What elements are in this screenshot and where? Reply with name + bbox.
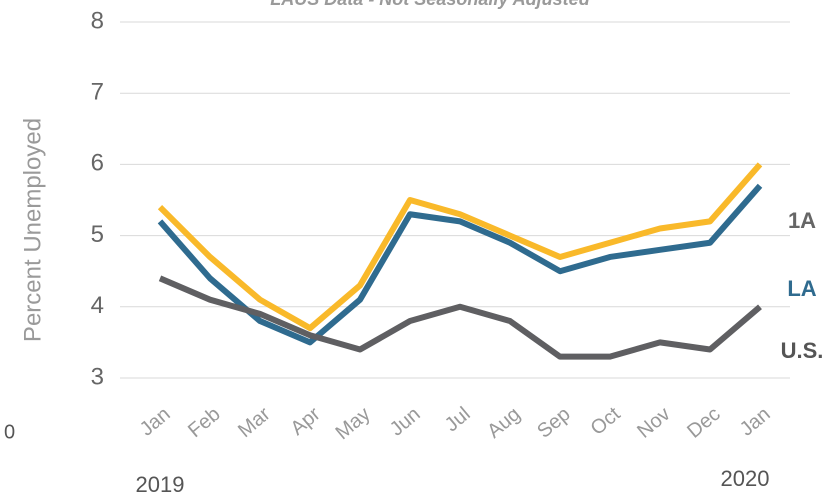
year-label: 2019: [136, 472, 185, 497]
year-label: 2020: [721, 466, 770, 491]
x-tick-label: Jun: [386, 403, 425, 441]
series-label: 1A: [788, 208, 816, 233]
y-tick-label: 7: [91, 79, 104, 106]
y-tick-label: 8: [91, 7, 104, 34]
x-tick-label: Nov: [633, 403, 674, 443]
x-tick-label: Mar: [234, 403, 275, 442]
y-tick-label: 4: [91, 292, 104, 319]
series-line: [157, 162, 763, 332]
x-tick-label: Sep: [533, 403, 574, 443]
x-tick-label: Aug: [483, 403, 524, 443]
x-tick-label: Oct: [587, 403, 625, 440]
series-line: [157, 183, 763, 346]
y-tick-label: 3: [91, 363, 104, 390]
y-tick-label: 5: [91, 221, 104, 248]
chart-title: LAUS Data - Not Seasonally Adjusted: [270, 0, 590, 9]
series-label: LA: [787, 276, 816, 301]
x-tick-label: Jan: [736, 403, 775, 441]
x-tick-label: May: [332, 403, 375, 444]
y-tick-label: 6: [91, 150, 104, 177]
x-tick-label: Feb: [184, 403, 225, 442]
series-line: [158, 275, 762, 360]
x-tick-label: Jan: [136, 403, 175, 441]
annotation: 0: [4, 421, 15, 443]
series-label: U.S.: [781, 338, 824, 363]
x-tick-label: Dec: [683, 403, 724, 443]
y-axis-label: Percent Unemployed: [19, 118, 46, 342]
x-tick-label: Apr: [287, 403, 325, 440]
x-tick-label: Jul: [441, 403, 475, 436]
